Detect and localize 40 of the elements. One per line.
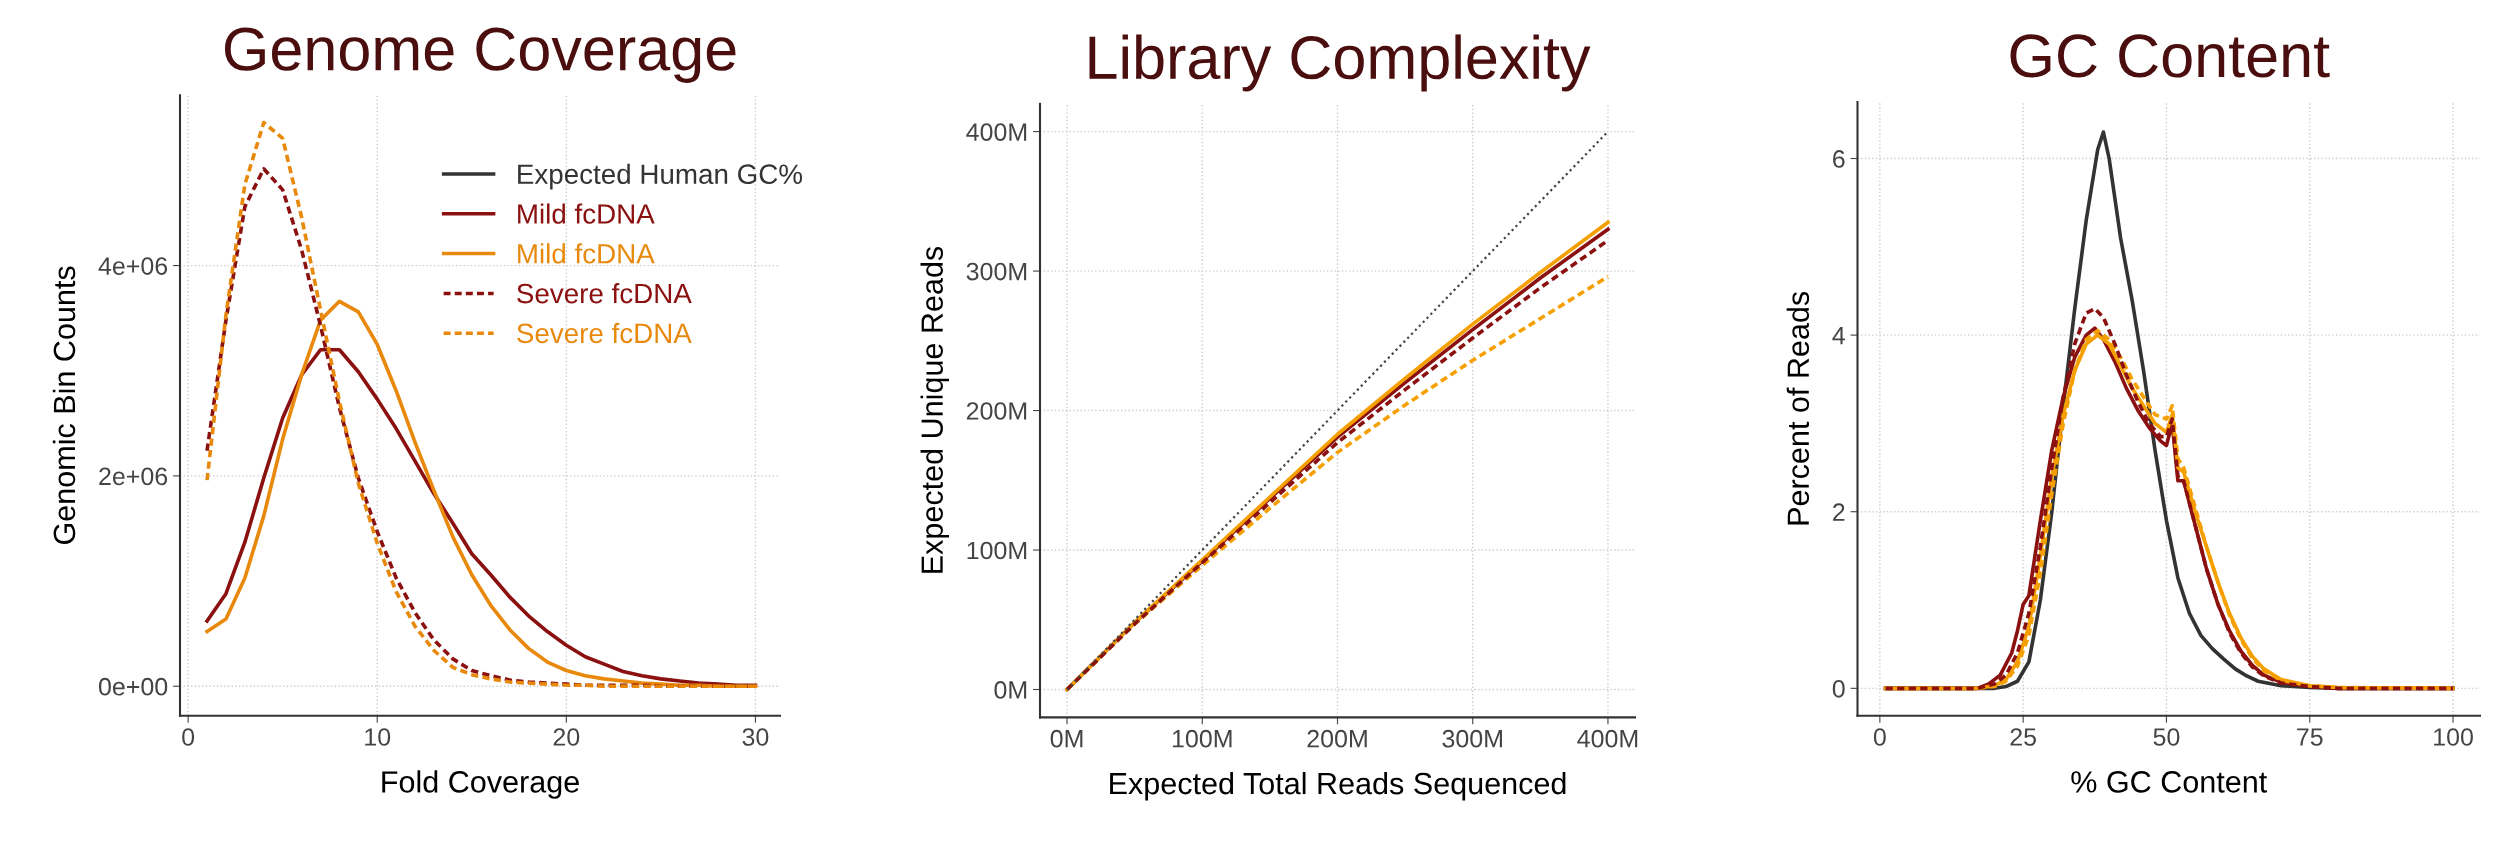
x-tick-label: 50: [2153, 728, 2180, 746]
y-axis-title: Genomic Bin Counts: [52, 266, 76, 545]
x-tick-label: 100M: [1172, 729, 1232, 748]
x-axis-title: Fold Coverage: [382, 770, 579, 799]
x-tick-label: 75: [2297, 728, 2323, 746]
x-tick-label: 400M: [1577, 729, 1638, 748]
y-tick-label: 4: [1832, 326, 1845, 345]
chart-title: Genome Coverage: [224, 27, 736, 83]
x-tick-label: 0: [1873, 728, 1886, 746]
y-tick-label: 4e+06: [98, 257, 168, 275]
y-axis-title: Expected Unique Reads: [920, 246, 949, 573]
x-tick-label: 200M: [1307, 729, 1367, 748]
y-tick-label: 0: [1832, 679, 1845, 698]
y-tick-label: 300M: [966, 262, 1027, 281]
chart-title: GC Content: [2010, 34, 2330, 78]
x-tick-label: 30: [742, 728, 769, 746]
x-tick-label: 25: [2010, 728, 2037, 746]
chart-title: Library Complexity: [1089, 34, 1591, 92]
legend-label: Mild fcDNA: [518, 243, 655, 264]
y-tick-label: 2: [1833, 503, 1845, 521]
x-tick-label: 20: [553, 728, 580, 746]
y-tick-label: 0e+00: [98, 677, 168, 696]
x-tick-label: 10: [365, 728, 391, 746]
y-tick-label: 6: [1833, 150, 1845, 168]
y-tick-label: 2e+06: [99, 467, 168, 486]
legend-label: Expected Human GC%: [518, 163, 803, 190]
legend-label: Mild fcDNA: [518, 203, 655, 224]
y-tick-label: 100M: [967, 541, 1027, 560]
y-tick-label: 200M: [966, 402, 1027, 420]
x-axis-title: Expected Total Reads Sequenced: [1110, 771, 1566, 801]
y-axis-title: Percent of Reads: [1786, 291, 1810, 525]
x-tick-label: 0: [182, 728, 195, 746]
legend-label: Severe fcDNA: [517, 283, 692, 304]
legend-label: Severe fcDNA: [517, 322, 692, 344]
x-axis-title: % GC Content: [2071, 771, 2268, 793]
x-tick-label: 300M: [1442, 729, 1502, 748]
x-tick-label: 100: [2434, 728, 2473, 746]
x-tick-label: 0M: [1050, 729, 1083, 748]
y-tick-label: 0M: [994, 681, 1027, 699]
y-tick-label: 400M: [966, 123, 1027, 141]
